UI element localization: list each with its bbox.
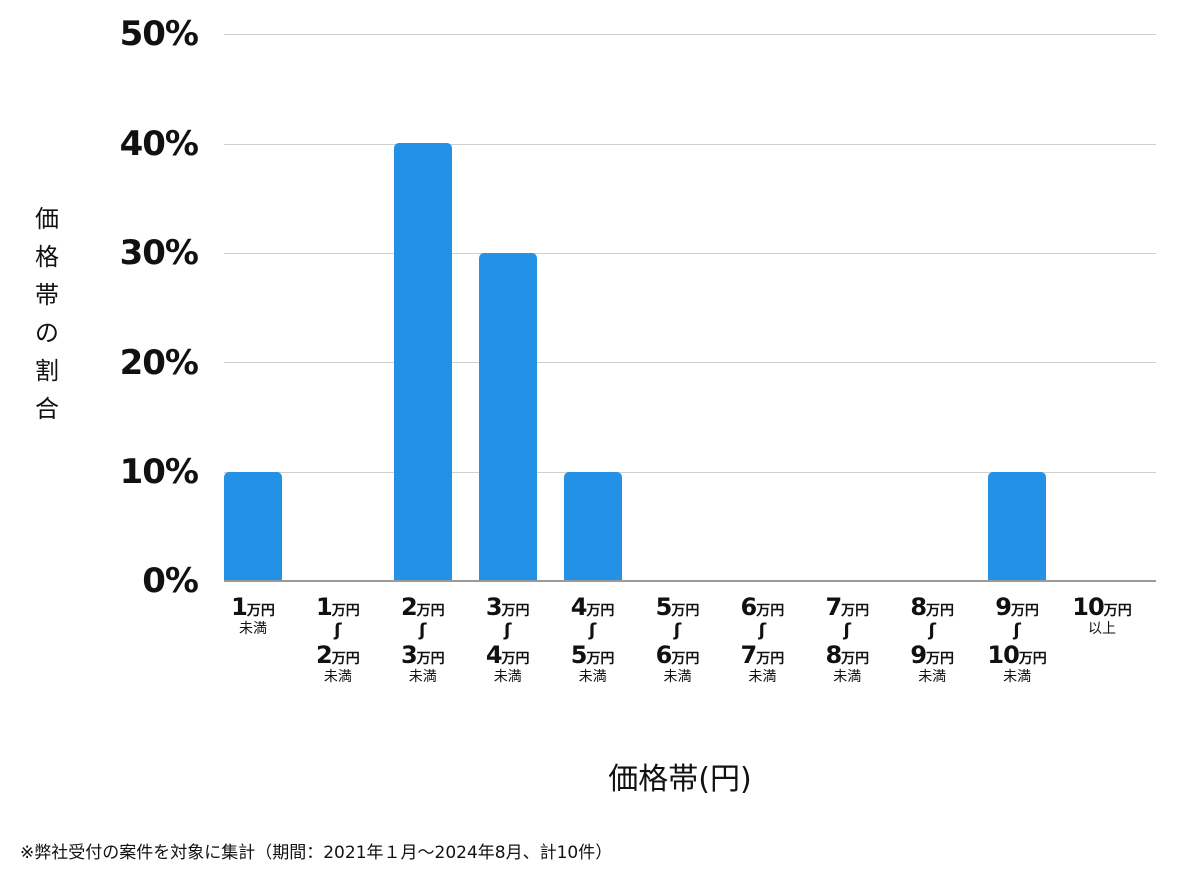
x-category-label: 8万円 ʃ 9万円 未満	[890, 594, 974, 684]
range-tilde-icon: ʃ	[588, 620, 597, 641]
footnote: ※弊社受付の案件を対象に集計（期間：2021年１月〜2024年8月、計10件）	[20, 843, 613, 863]
x-category-label: 9万円 ʃ 10万円 未満	[975, 594, 1059, 684]
range-tilde-icon: ʃ	[334, 620, 342, 641]
y-tick-0: 0%	[142, 561, 199, 601]
x-category-label: 4万円 ʃ 5万円 未満	[551, 594, 635, 684]
bar	[988, 471, 1047, 581]
x-category-label: 7万円 ʃ 8万円 未満	[805, 594, 889, 684]
y-label-char: の	[35, 319, 59, 347]
gridline-40	[224, 144, 1156, 145]
bar	[224, 471, 282, 581]
x-category-label: 5万円 ʃ 6万円 未満	[636, 594, 720, 684]
range-tilde-icon: ʃ	[843, 620, 852, 641]
gridline-30	[224, 253, 1156, 254]
y-axis-label: 価 格 帯 の 割 合	[30, 200, 64, 428]
range-tilde-icon: ʃ	[758, 620, 767, 641]
range-tilde-icon: ʃ	[673, 620, 682, 641]
x-category-label: 1万円 未満	[231, 593, 275, 637]
range-tilde-icon: ʃ	[1013, 620, 1021, 641]
range-tilde-icon: ʃ	[419, 620, 427, 641]
bar	[563, 471, 622, 581]
x-axis-label: 価格帯(円)	[608, 762, 752, 797]
y-tick-10: 10%	[119, 452, 199, 492]
y-tick-20: 20%	[119, 343, 199, 383]
y-tick-50: 50%	[119, 14, 199, 54]
y-label-char: 合	[35, 395, 59, 423]
y-label-char: 格	[35, 243, 59, 271]
bar	[478, 252, 537, 581]
x-category-label: 6万円 ʃ 7万円 未満	[720, 594, 804, 684]
y-label-char: 価	[35, 205, 59, 233]
x-category-label: 2万円 ʃ 3万円 未満	[381, 594, 465, 684]
y-label-char: 帯	[35, 281, 59, 309]
gridline-50	[224, 34, 1156, 35]
x-category-label: 10万円 以上	[1072, 593, 1132, 637]
y-tick-40: 40%	[119, 124, 199, 164]
x-axis-line	[224, 580, 1156, 582]
y-label-char: 割	[35, 357, 59, 385]
bar	[393, 143, 452, 581]
gridline-20	[224, 362, 1156, 363]
y-tick-30: 30%	[119, 233, 199, 273]
gridline-10	[224, 472, 1156, 473]
x-category-label: 3万円 ʃ 4万円 未満	[466, 594, 550, 684]
range-tilde-icon: ʃ	[928, 620, 936, 641]
range-tilde-icon: ʃ	[503, 620, 512, 641]
x-category-label: 1万円 ʃ 2万円 未満	[296, 594, 380, 684]
